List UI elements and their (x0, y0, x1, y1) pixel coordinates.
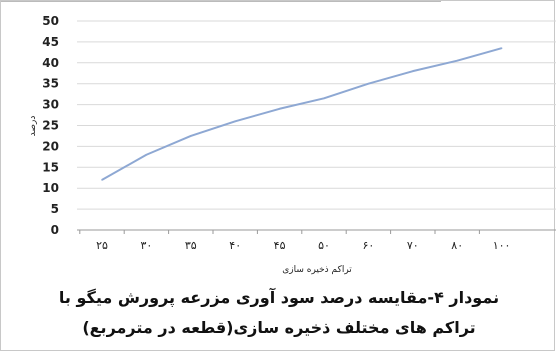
y-tick-label: 25 (42, 119, 59, 133)
x-tick-label: ۴۵ (274, 239, 286, 252)
x-tick-label: ۸۰ (451, 239, 463, 252)
y-tick-label: 35 (42, 77, 59, 91)
data-point (367, 82, 370, 85)
series-group (101, 47, 503, 181)
y-tick-label: 20 (42, 139, 59, 153)
data-point (278, 107, 281, 110)
x-tick-label: ۴۰ (229, 239, 241, 252)
caption-line-2: تراکم های مختلف ذخیره سازی(قطعه در مترمر… (82, 318, 476, 337)
x-axis-label: تراکم ذخیره سازی (282, 265, 352, 275)
y-tick-label: 0 (51, 223, 59, 237)
y-tick-label: 5 (51, 202, 59, 216)
x-tick-label: ۱۰۰ (493, 239, 511, 252)
y-tick-label: 30 (42, 98, 59, 112)
x-tick-label: ۵۰ (318, 239, 330, 252)
figure-caption: نمودار ۴-مقایسه درصد سود آوری مزرعه پرور… (9, 283, 549, 343)
x-axis-ticks: ۲۵ ۳۰ ۳۵ ۴۰ ۴۵ ۵۰ ۶۰ ۷۰ ۸۰ ۱۰۰ (79, 230, 511, 252)
y-tick-label: 15 (42, 160, 59, 174)
y-tick-label: 10 (42, 181, 59, 195)
series-line (101, 47, 502, 181)
x-tick-label: ۶۰ (362, 239, 374, 252)
y-tick-label: 50 (42, 14, 59, 28)
y-axis-ticks: 0 5 10 15 20 25 30 35 40 45 50 (42, 14, 59, 237)
caption-line-1: نمودار ۴-مقایسه درصد سود آوری مزرعه پرور… (58, 288, 500, 307)
data-point (323, 97, 325, 100)
data-point (101, 179, 103, 181)
data-point (412, 70, 414, 72)
data-point (145, 153, 148, 156)
y-axis-label: درصد (28, 116, 38, 137)
data-point (234, 120, 236, 123)
x-tick-label: ۳۰ (140, 239, 152, 252)
line-chart: 0 5 10 15 20 25 30 35 40 45 50 ۲۵ ۳۰ ۳۵ ۴۰ ۴۵ ۵۰ ۶۰ ۷۰ ۸۰ ۱… (28, 14, 556, 275)
data-point (500, 47, 503, 49)
y-tick-label: 40 (42, 56, 59, 70)
data-point (456, 59, 459, 62)
x-tick-label: ۷۰ (407, 239, 419, 252)
data-point (190, 135, 192, 137)
x-tick-label: ۳۵ (185, 239, 197, 252)
top-border-line (1, 1, 441, 2)
x-tick-label: ۲۵ (96, 239, 108, 252)
gridlines (77, 20, 556, 231)
y-tick-label: 45 (42, 35, 59, 49)
